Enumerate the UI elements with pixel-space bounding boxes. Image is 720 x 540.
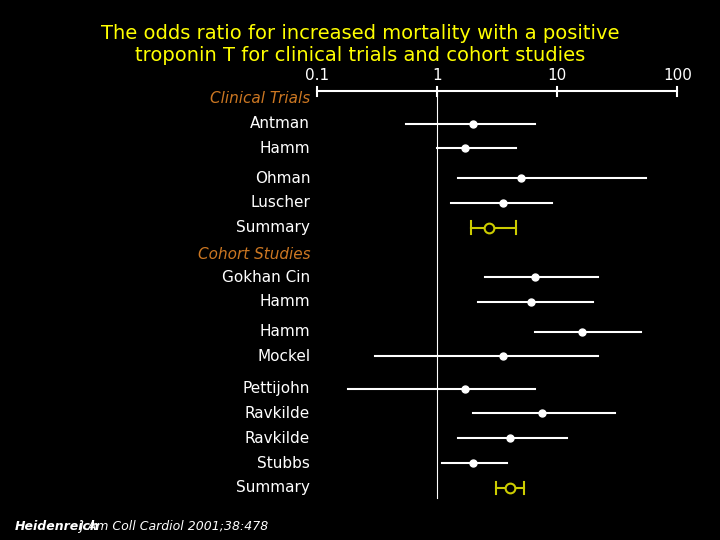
Text: 10: 10	[548, 68, 567, 83]
Text: Pettijohn: Pettijohn	[243, 381, 310, 396]
Text: Hamm: Hamm	[259, 141, 310, 156]
Text: 1: 1	[433, 68, 442, 83]
Text: Stubbs: Stubbs	[257, 456, 310, 470]
Text: Ohman: Ohman	[255, 171, 310, 186]
Text: Hamm: Hamm	[259, 294, 310, 309]
Text: Mockel: Mockel	[257, 349, 310, 364]
Text: Hamm: Hamm	[259, 324, 310, 339]
Text: Ravkilde: Ravkilde	[245, 406, 310, 421]
Text: Gokhan Cin: Gokhan Cin	[222, 269, 310, 285]
Text: Summary: Summary	[236, 480, 310, 495]
Text: Summary: Summary	[236, 220, 310, 235]
Text: Clinical Trials: Clinical Trials	[210, 91, 310, 106]
Text: 0.1: 0.1	[305, 68, 330, 83]
Text: J Am Coll Cardiol 2001;38:478: J Am Coll Cardiol 2001;38:478	[76, 520, 268, 533]
Text: Cohort Studies: Cohort Studies	[197, 247, 310, 262]
Text: 100: 100	[663, 68, 692, 83]
Text: Antman: Antman	[251, 116, 310, 131]
Text: Heidenreich: Heidenreich	[14, 520, 99, 533]
Text: The odds ratio for increased mortality with a positive
troponin T for clinical t: The odds ratio for increased mortality w…	[101, 24, 619, 65]
Text: Luscher: Luscher	[251, 195, 310, 211]
Text: Ravkilde: Ravkilde	[245, 431, 310, 445]
